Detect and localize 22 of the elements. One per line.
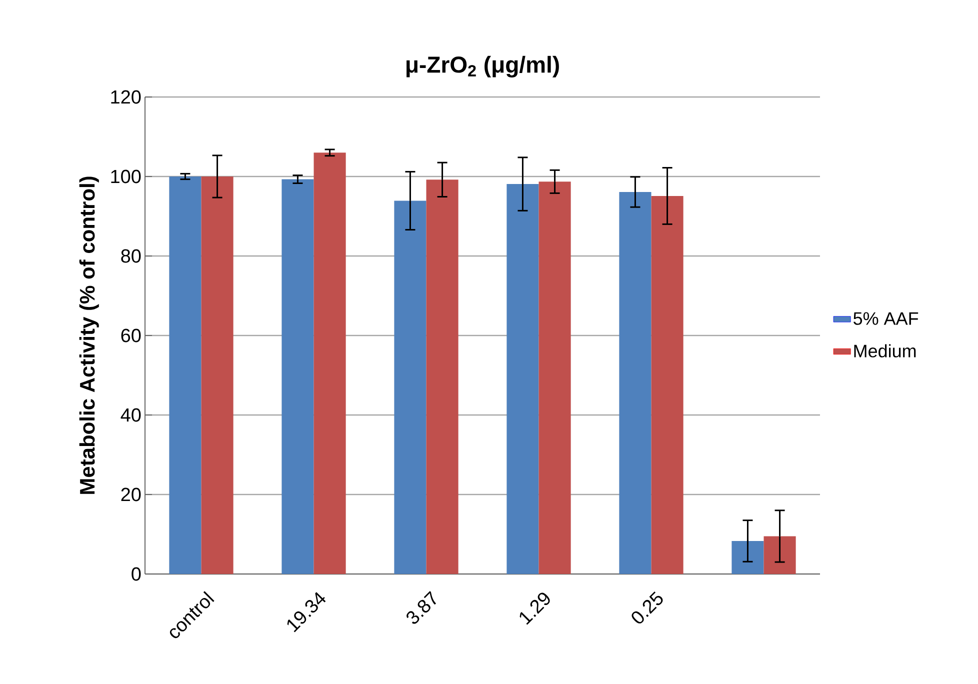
y-tick-label: 0 bbox=[132, 567, 141, 581]
bar bbox=[426, 180, 458, 574]
bar bbox=[394, 200, 426, 574]
chart-title: μ-ZrO$_{2}$ (μg/ml) bbox=[406, 56, 559, 78]
bar bbox=[538, 182, 571, 574]
y-tick-label: 60 bbox=[121, 328, 141, 342]
y-tick-label: 120 bbox=[111, 90, 141, 104]
y-tick-label: 20 bbox=[121, 488, 141, 502]
y-axis-title: Metabolic Activity (% of control) bbox=[79, 176, 99, 494]
y-tick-label: 100 bbox=[111, 170, 141, 184]
legend-label: 5% AAF bbox=[854, 312, 918, 325]
bar bbox=[169, 176, 202, 574]
y-tick-label: 40 bbox=[120, 408, 141, 422]
bar bbox=[282, 179, 314, 574]
legend-label: Medium bbox=[854, 344, 916, 358]
bar bbox=[619, 192, 652, 574]
y-tick-label: 80 bbox=[121, 249, 141, 263]
bar bbox=[506, 184, 539, 574]
bar bbox=[201, 176, 234, 574]
bar bbox=[314, 152, 346, 574]
x-tick-label: 0.25 bbox=[632, 591, 663, 624]
bar bbox=[651, 196, 684, 574]
